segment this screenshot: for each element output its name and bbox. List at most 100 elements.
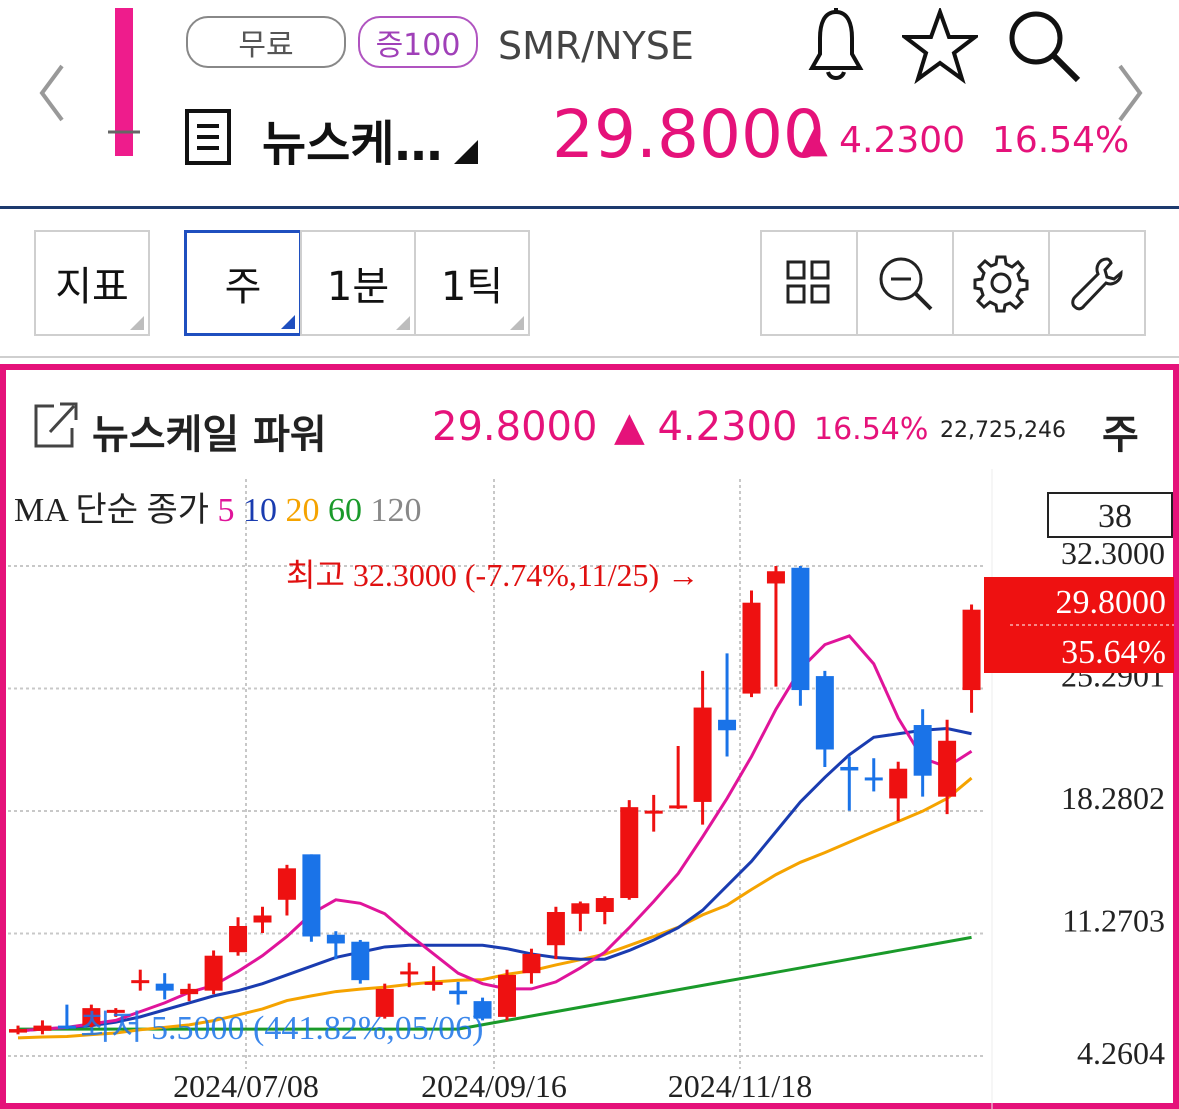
star-icon[interactable] <box>899 6 981 85</box>
candlestick-chart[interactable]: 32.300025.290118.280211.27034.26042024/0… <box>0 469 1179 1109</box>
x-tick-label: 2024/07/08 <box>173 1068 319 1104</box>
candle-body <box>9 1029 27 1033</box>
tab-1min[interactable]: 1분 <box>300 230 416 336</box>
free-badge: 무료 <box>186 16 346 68</box>
bell-icon[interactable] <box>804 6 868 82</box>
stock-name[interactable]: 뉴스케… <box>262 116 443 172</box>
candle-body <box>449 990 468 995</box>
candle-body <box>766 571 785 584</box>
candle-body <box>815 676 834 750</box>
next-arrow-icon[interactable] <box>1110 58 1150 128</box>
tab-1tick-label: 1틱 <box>440 264 504 310</box>
ticker-label: SMR/NYSE <box>498 24 694 68</box>
grid-layout-button[interactable] <box>760 230 858 336</box>
ma-legend-prefix: MA 단순 종가 <box>14 492 218 529</box>
price-change-pct: 16.54% <box>992 120 1130 161</box>
tools-button[interactable] <box>1048 230 1146 336</box>
ma-legend-period: 60 <box>320 492 363 529</box>
current-price: 29.8000 <box>552 96 825 173</box>
candle-body <box>620 807 639 899</box>
ma-legend-period: 120 <box>362 492 422 529</box>
tab-1min-label: 1분 <box>326 264 390 310</box>
mini-candle-icon <box>104 8 144 158</box>
search-icon[interactable] <box>1004 6 1084 86</box>
high-annotation: 최고 32.3000 (-7.74%,11/25) → <box>286 557 699 593</box>
ma5-line <box>17 634 973 1033</box>
chart-volume: 22,725,246 <box>940 418 1066 443</box>
ma60-line <box>18 935 972 1031</box>
chart-change: ▲ 4.2300 <box>614 404 798 450</box>
candle-body <box>351 941 370 981</box>
candle-body <box>962 609 981 691</box>
grid-icon <box>786 260 830 304</box>
y-scale-box-label: 38 <box>1098 498 1132 535</box>
candle-body <box>180 988 199 995</box>
zoom-out-button[interactable] <box>856 230 954 336</box>
candle-body <box>253 915 272 923</box>
header-divider <box>0 206 1179 209</box>
candle-body <box>595 898 614 913</box>
candle-body <box>644 810 663 814</box>
candle-body <box>938 740 957 797</box>
candle-body <box>913 725 932 776</box>
settings-button[interactable] <box>952 230 1050 336</box>
tab-weekly[interactable]: 주 <box>184 230 302 336</box>
candle-body <box>302 854 321 937</box>
indicator-button[interactable]: 지표 <box>34 230 150 336</box>
price-change: ▲ 4.2300 <box>800 120 966 161</box>
chart-stock-name: 뉴스케일 파워 <box>92 412 327 458</box>
candle-body <box>229 925 248 953</box>
stock-list-icon[interactable] <box>184 108 232 166</box>
tab-weekly-label: 주 <box>224 264 262 310</box>
candle-body <box>498 974 516 1017</box>
tab-1tick[interactable]: 1틱 <box>414 230 530 336</box>
candle-body <box>546 912 565 946</box>
y-tick-label: 32.3000 <box>1061 535 1165 571</box>
chart-period[interactable]: 주 <box>1102 412 1139 458</box>
candle-body <box>131 980 150 984</box>
x-tick-label: 2024/09/16 <box>421 1068 567 1104</box>
chart-price: 29.8000 <box>432 404 598 450</box>
low-annotation: 최저 5.5000 (441.82%,05/06) <box>80 1010 483 1047</box>
candle-body <box>718 719 737 731</box>
candle-body <box>326 934 345 944</box>
zoom-out-icon <box>879 257 933 311</box>
candle-body <box>522 953 541 974</box>
current-price-tag-label: 29.8000 <box>1056 584 1167 621</box>
margin-badge: 증100 <box>358 16 478 68</box>
y-scale-box <box>1047 492 1173 538</box>
candle-body <box>424 981 443 985</box>
dropdown-triangle-icon[interactable] <box>450 138 480 166</box>
candle-body <box>82 1008 101 1026</box>
candle-body <box>889 768 908 799</box>
x-tick-label: 2024/11/18 <box>668 1068 813 1104</box>
chart-panel <box>0 364 1179 1109</box>
candle-body <box>473 1001 492 1019</box>
candle-body <box>204 955 223 991</box>
candle-body <box>742 602 761 694</box>
popout-icon[interactable] <box>32 398 80 450</box>
candle-body <box>400 971 419 975</box>
ma-legend-period: 10 <box>235 492 278 529</box>
candle-body <box>277 868 296 900</box>
candle-body <box>57 1025 76 1029</box>
candle-body <box>840 766 859 771</box>
candle-body <box>864 777 883 781</box>
settings-gear-icon <box>973 255 1029 313</box>
candle-body <box>33 1025 52 1031</box>
ma-legend-period: 20 <box>277 492 320 529</box>
chart-change-pct: 16.54% <box>814 412 929 447</box>
y-tick-label: 4.2604 <box>1077 1035 1165 1071</box>
candle-body <box>106 1009 125 1013</box>
ma-legend-period: 5 <box>218 492 235 529</box>
wrench-icon <box>1071 257 1123 311</box>
indicator-label: 지표 <box>55 264 129 310</box>
candle-body <box>571 903 590 914</box>
ma10-line <box>17 727 972 1033</box>
y-tick-label: 18.2802 <box>1061 780 1165 816</box>
prev-arrow-icon[interactable] <box>32 58 72 128</box>
toolbar-divider <box>0 356 1179 358</box>
candle-body <box>375 988 394 1017</box>
candle-body <box>155 983 174 991</box>
candle-body <box>791 567 810 691</box>
